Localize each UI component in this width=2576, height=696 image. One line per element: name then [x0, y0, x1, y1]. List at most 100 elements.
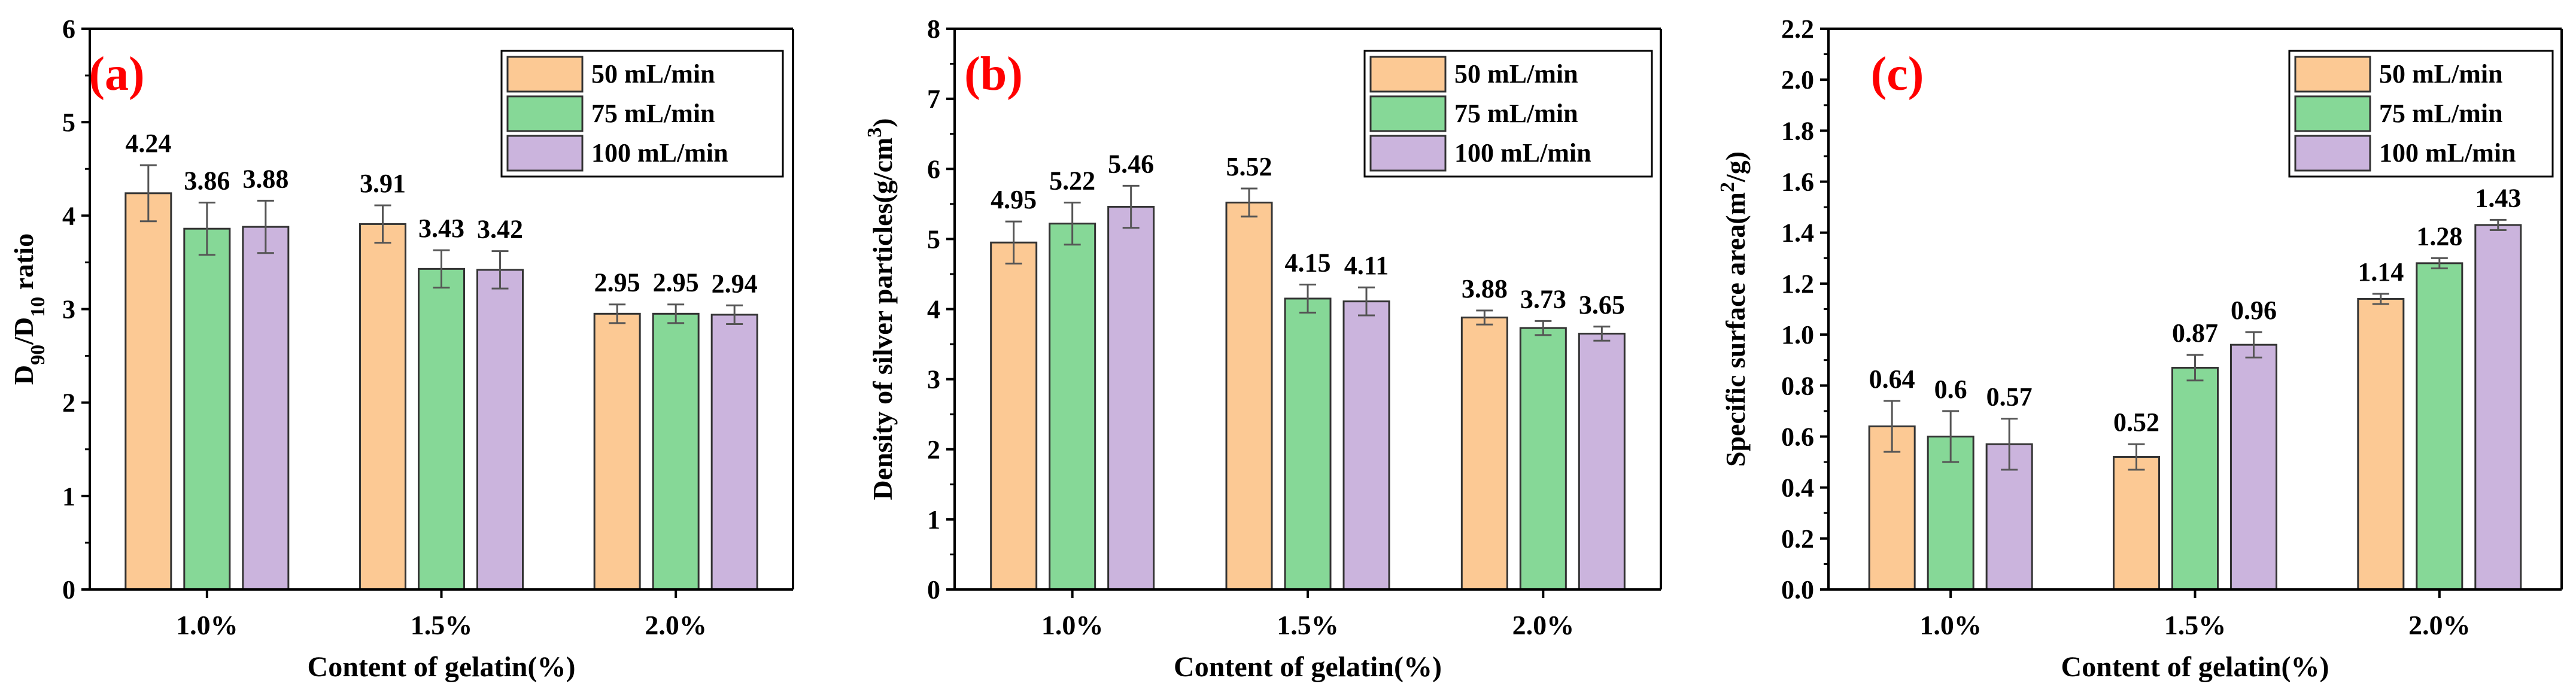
- bar-value-label: 5.52: [1226, 152, 1272, 181]
- y-tick-label: 0.6: [1781, 422, 1814, 451]
- legend: 50 mL/min 75 mL/min 100 mL/min: [1363, 50, 1653, 178]
- y-tick-label: 5: [62, 108, 75, 137]
- y-tick-label: 4: [927, 295, 940, 324]
- y-tick-label: 6: [927, 154, 940, 184]
- bar-value-label: 2.95: [594, 268, 640, 297]
- legend-swatch: [1369, 95, 1447, 132]
- panel-label: (a): [89, 48, 144, 101]
- bar-value-label: 4.11: [1344, 251, 1389, 280]
- y-axis-label-part: Specific surface area(m: [1720, 192, 1751, 467]
- y-tick-label: 1.8: [1781, 116, 1814, 145]
- legend-swatch: [1369, 56, 1447, 93]
- x-tick-label: 2.0%: [1512, 610, 1575, 640]
- y-axis-label: Density of silver particles(g/cm3): [864, 118, 898, 500]
- bar: [1225, 201, 1273, 591]
- bar-value-label: 0.52: [2113, 408, 2159, 437]
- x-tick-label: 1.0%: [176, 610, 238, 640]
- chart-panel-b: 0 1 2 3 4 5 6 7 8 Density of silver particles(g/c…: [864, 14, 1662, 683]
- x-axis-label: Content of gelatin(%): [1174, 651, 1442, 683]
- bar: [990, 241, 1038, 591]
- bar: [359, 223, 406, 591]
- x-axis-label: Content of gelatin(%): [2061, 651, 2329, 683]
- chart-panel-c: 0.0 0.2 0.4 0.6 0.8 1.0 1.2 1.4 1.6 1.8 2.0 2.2 Spec…: [1718, 14, 2563, 683]
- bar: [2113, 456, 2160, 591]
- y-axis-label: D90/D10 ratio: [8, 233, 49, 385]
- x-tick-label: 1.5%: [2164, 610, 2226, 640]
- legend-label: 50 mL/min: [1454, 59, 1578, 89]
- legend-label: 75 mL/min: [2379, 99, 2503, 128]
- bar: [1342, 300, 1390, 591]
- bar: [2474, 224, 2522, 591]
- bar: [1049, 223, 1096, 591]
- bar: [1460, 317, 1508, 591]
- bar-value-label: 0.6: [1934, 375, 1967, 404]
- chart-panel-a: 0 1 2 3 4 5 6 D90/D10 ratio 1.0% 4.24 3.86 3.88 1.5%…: [8, 14, 794, 683]
- bar-value-label: 4.95: [991, 185, 1037, 214]
- x-tick-label: 2.0%: [2408, 610, 2471, 640]
- bar: [2416, 262, 2463, 591]
- bar-value-label: 2.95: [653, 268, 699, 297]
- bar-value-label: 0.87: [2172, 318, 2218, 348]
- bar-value-label: 3.73: [1520, 284, 1566, 314]
- y-tick-label: 0.0: [1781, 575, 1814, 604]
- bar-value-label: 1.28: [2416, 221, 2462, 251]
- bar-value-label: 5.46: [1108, 149, 1154, 178]
- y-axis-label-subscript: 10: [27, 297, 49, 317]
- legend: 50 mL/min 75 mL/min 100 mL/min: [500, 50, 784, 178]
- y-axis-label-part: Density of silver particles(g/cm: [867, 138, 898, 500]
- y-tick-label: 0: [62, 575, 75, 604]
- y-axis-label: Specific surface area(m2/g): [1718, 151, 1751, 467]
- bar-value-label: 0.64: [1869, 364, 1915, 394]
- legend-label: 75 mL/min: [591, 99, 715, 128]
- panel-label: (c): [1871, 48, 1924, 101]
- legend-label: 75 mL/min: [1454, 99, 1578, 128]
- y-tick-label: 2: [927, 435, 940, 464]
- y-axis-label-superscript: 2: [1718, 182, 1739, 192]
- y-tick-label: 5: [927, 224, 940, 254]
- legend-swatch: [2294, 56, 2371, 93]
- y-tick-label: 1: [62, 482, 75, 511]
- y-tick-label: 8: [927, 14, 940, 44]
- bar-value-label: 3.42: [477, 215, 523, 244]
- bar-value-label: 3.91: [360, 169, 406, 198]
- legend-swatch: [2294, 95, 2371, 132]
- legend-label: 100 mL/min: [1454, 138, 1591, 168]
- bar-value-label: 1.14: [2358, 257, 2404, 287]
- y-axis-label-part: ): [867, 118, 898, 127]
- y-tick-label: 0.2: [1781, 524, 1814, 554]
- y-tick-label: 3: [62, 295, 75, 324]
- bar-value-label: 4.24: [125, 129, 171, 158]
- bar: [1519, 327, 1567, 591]
- y-tick-label: 1.4: [1781, 218, 1814, 248]
- bar: [652, 312, 700, 591]
- bar: [183, 227, 231, 591]
- y-axis-label-part: /g): [1720, 151, 1751, 183]
- legend-label: 100 mL/min: [2379, 138, 2516, 168]
- bar-value-label: 3.43: [418, 214, 464, 243]
- x-axis-label: Content of gelatin(%): [308, 651, 576, 683]
- legend-label: 50 mL/min: [591, 59, 715, 89]
- y-axis-label-part: /D: [8, 317, 39, 345]
- bar: [242, 226, 290, 591]
- legend-swatch: [2294, 135, 2371, 172]
- y-tick-label: 1: [927, 505, 940, 534]
- bar: [2230, 344, 2277, 591]
- bar-value-label: 3.88: [242, 164, 288, 193]
- y-tick-label: 0.8: [1781, 371, 1814, 400]
- bar-value-label: 4.15: [1285, 248, 1331, 278]
- legend-swatch: [506, 95, 584, 132]
- bar-value-label: 0.96: [2231, 296, 2277, 325]
- y-axis-label-subscript: 90: [27, 345, 49, 365]
- y-tick-label: 1.2: [1781, 269, 1814, 299]
- legend: 50 mL/min 75 mL/min 100 mL/min: [2288, 50, 2554, 178]
- x-tick-label: 1.0%: [1919, 610, 1982, 640]
- x-tick-label: 1.5%: [1277, 610, 1339, 640]
- y-axis-label-part: ratio: [8, 233, 39, 297]
- y-tick-label: 2.2: [1781, 14, 1814, 44]
- legend-label: 50 mL/min: [2379, 59, 2503, 89]
- y-tick-label: 2: [62, 388, 75, 418]
- bar: [2171, 366, 2219, 591]
- legend-label: 100 mL/min: [591, 138, 728, 168]
- bar: [593, 312, 641, 591]
